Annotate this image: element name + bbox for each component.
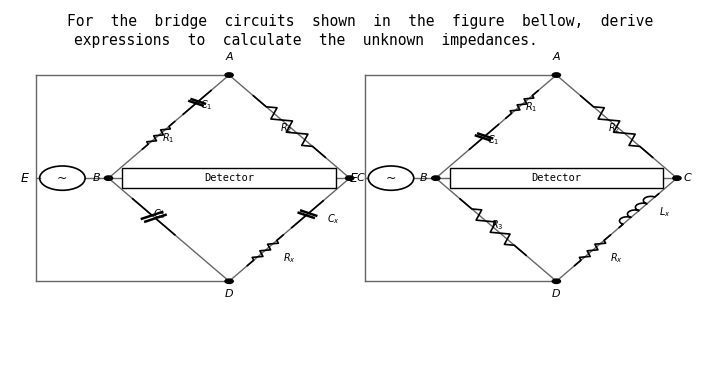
Text: C: C: [683, 173, 691, 183]
Text: $L_x$: $L_x$: [659, 206, 670, 219]
Text: $R_3$: $R_3$: [491, 218, 504, 232]
Text: expressions  to  calculate  the  unknown  impedances.: expressions to calculate the unknown imp…: [74, 33, 538, 48]
Text: Detector: Detector: [204, 173, 254, 183]
Text: $C_1$: $C_1$: [200, 98, 213, 112]
Text: $C_3$: $C_3$: [153, 207, 166, 221]
Text: $R_2$: $R_2$: [279, 121, 292, 135]
Text: ~: ~: [386, 172, 396, 185]
Circle shape: [346, 176, 354, 180]
Text: A: A: [552, 52, 560, 62]
Text: $R_2$: $R_2$: [608, 121, 621, 135]
Text: $R_1$: $R_1$: [525, 100, 538, 114]
Text: D: D: [225, 289, 233, 299]
Circle shape: [552, 279, 560, 283]
Text: C: C: [356, 173, 364, 183]
Text: D: D: [552, 289, 561, 299]
Text: $C_x$: $C_x$: [327, 212, 340, 226]
Text: $R_1$: $R_1$: [162, 132, 174, 145]
Circle shape: [225, 73, 233, 77]
Text: B: B: [420, 173, 427, 183]
Text: E: E: [349, 172, 357, 185]
Text: ~: ~: [57, 172, 68, 185]
Text: $R_x$: $R_x$: [283, 251, 296, 265]
Text: E: E: [21, 172, 28, 185]
FancyBboxPatch shape: [122, 168, 336, 188]
Text: A: A: [225, 52, 233, 62]
Circle shape: [104, 176, 112, 180]
Text: $C_1$: $C_1$: [487, 133, 500, 147]
Circle shape: [225, 279, 233, 283]
Circle shape: [552, 73, 560, 77]
Text: Detector: Detector: [531, 173, 581, 183]
Text: B: B: [92, 173, 100, 183]
Circle shape: [672, 176, 681, 180]
Circle shape: [432, 176, 440, 180]
Text: For  the  bridge  circuits  shown  in  the  figure  bellow,  derive: For the bridge circuits shown in the fig…: [67, 14, 653, 29]
FancyBboxPatch shape: [449, 168, 663, 188]
Text: $R_x$: $R_x$: [611, 251, 623, 265]
